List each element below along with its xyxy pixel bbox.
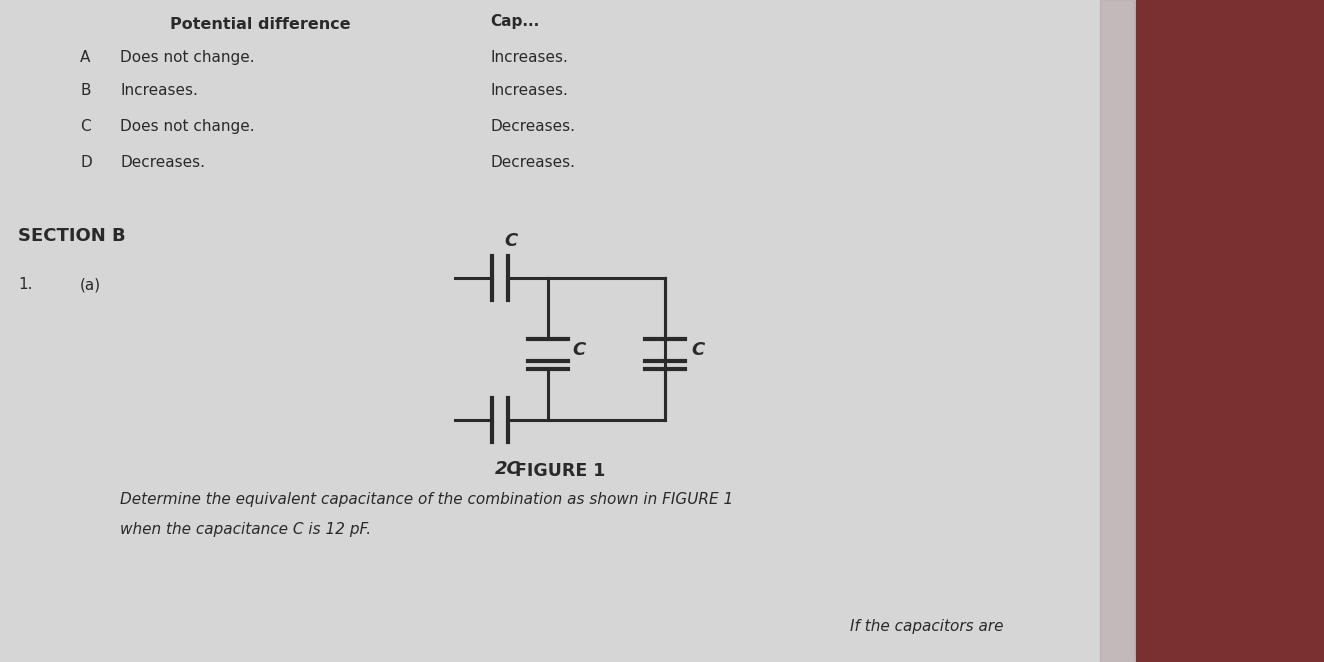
Text: B: B [79, 83, 90, 98]
Text: SECTION B: SECTION B [19, 227, 126, 245]
Text: If the capacitors are: If the capacitors are [850, 619, 1004, 634]
Text: (a): (a) [79, 277, 101, 292]
Text: C: C [504, 232, 518, 250]
Text: Decreases.: Decreases. [490, 155, 575, 170]
Text: Potential difference: Potential difference [169, 17, 351, 32]
Text: Decreases.: Decreases. [490, 119, 575, 134]
Bar [1100, 0, 1133, 662]
Text: D: D [79, 155, 91, 170]
Bar [1136, 0, 1324, 662]
Text: FIGURE 1: FIGURE 1 [515, 462, 605, 480]
Text: when the capacitance C is 12 pF.: when the capacitance C is 12 pF. [120, 522, 371, 537]
Text: Decreases.: Decreases. [120, 155, 205, 170]
Text: C: C [691, 341, 704, 359]
Text: Increases.: Increases. [490, 50, 568, 65]
Text: Determine the equivalent capacitance of the combination as shown in FIGURE 1: Determine the equivalent capacitance of … [120, 492, 733, 507]
Text: 2C: 2C [495, 460, 520, 478]
Text: Increases.: Increases. [490, 83, 568, 98]
Text: 1.: 1. [19, 277, 33, 292]
Text: Does not change.: Does not change. [120, 50, 254, 65]
Text: C: C [79, 119, 90, 134]
Text: C: C [572, 341, 585, 359]
Text: A: A [79, 50, 90, 65]
Text: Does not change.: Does not change. [120, 119, 254, 134]
Bar [0, 0, 1133, 662]
Text: Increases.: Increases. [120, 83, 197, 98]
Text: Cap...: Cap... [490, 14, 539, 29]
